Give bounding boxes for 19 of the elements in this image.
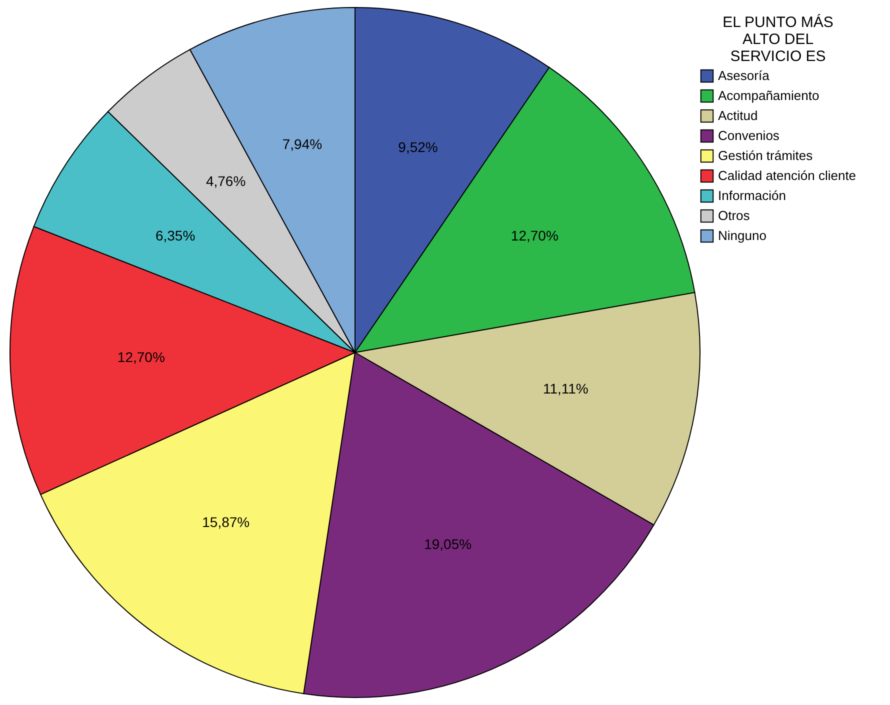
legend-label: Gestión trámites [718,148,814,163]
data-label: 9,52% [398,139,438,156]
legend-label: Asesoría [718,68,770,83]
legend-label: Acompañamiento [718,88,820,103]
legend-title: EL PUNTO MÁS ALTO DEL SERVICIO ES [722,13,834,65]
data-label: 7,94% [282,136,322,152]
data-label: 19,05% [424,536,472,552]
data-label: 12,70% [510,227,558,244]
data-label: 6,35% [155,227,196,244]
data-label: 4,76% [206,173,246,190]
legend-label: Convenios [718,128,780,143]
legend-label: Otros [718,208,750,223]
data-label: 15,87% [202,514,250,530]
data-label: 11,11% [542,380,588,397]
legend-label: Ninguno [718,228,766,243]
legend-label: Actitud [718,108,758,123]
legend-label: Calidad atención cliente [718,168,856,183]
data-label: 12,70% [117,348,165,365]
legend-label: Información [718,188,786,203]
